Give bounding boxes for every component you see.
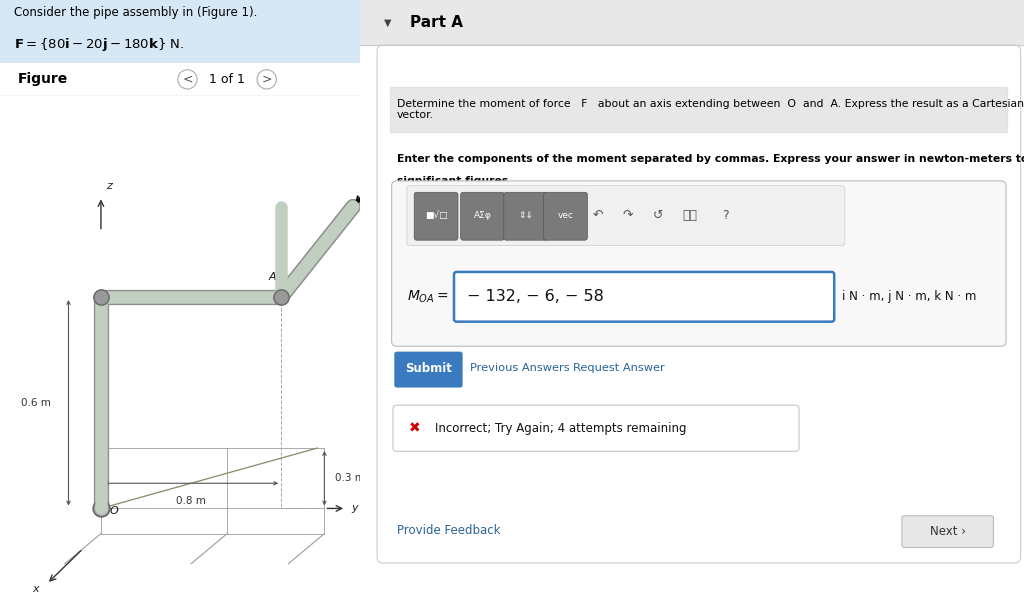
- FancyBboxPatch shape: [414, 192, 458, 240]
- FancyBboxPatch shape: [454, 272, 835, 322]
- Text: Previous Answers: Previous Answers: [470, 364, 569, 373]
- Text: 0.6 m: 0.6 m: [22, 398, 51, 408]
- Text: Figure: Figure: [18, 72, 69, 86]
- Text: 1 of 1: 1 of 1: [209, 73, 245, 86]
- Text: x: x: [33, 584, 39, 594]
- Text: O: O: [110, 506, 119, 516]
- FancyBboxPatch shape: [504, 192, 548, 240]
- Bar: [360, 0, 1024, 45]
- Text: Next ›: Next ›: [930, 525, 966, 538]
- Text: Part A: Part A: [411, 15, 463, 30]
- Text: Incorrect; Try Again; 4 attempts remaining: Incorrect; Try Again; 4 attempts remaini…: [435, 422, 687, 435]
- Text: ΑΣφ: ΑΣφ: [474, 211, 492, 220]
- Text: 0.8 m: 0.8 m: [176, 496, 206, 506]
- Text: Submit: Submit: [406, 362, 452, 375]
- FancyBboxPatch shape: [377, 45, 1021, 563]
- Text: z: z: [106, 181, 113, 192]
- Text: Consider the pipe assembly in (Figure 1).: Consider the pipe assembly in (Figure 1)…: [14, 6, 258, 19]
- Text: $\mathbf{F} = \{80\mathbf{i} - 20\mathbf{j} - 180\mathbf{k}\}$ N.: $\mathbf{F} = \{80\mathbf{i} - 20\mathbf…: [14, 35, 185, 53]
- Text: Determine the moment of force   F   about an axis extending between  O  and  A. : Determine the moment of force F about an…: [397, 99, 1024, 109]
- Text: ?: ?: [722, 209, 729, 222]
- Text: significant figures.: significant figures.: [397, 177, 512, 186]
- Text: y: y: [351, 503, 358, 513]
- Text: − 132, − 6, − 58: − 132, − 6, − 58: [467, 289, 603, 304]
- FancyBboxPatch shape: [902, 516, 993, 547]
- Text: >: >: [261, 73, 272, 86]
- Text: ↷: ↷: [623, 209, 633, 222]
- FancyBboxPatch shape: [394, 352, 463, 388]
- Text: ▼: ▼: [384, 17, 391, 28]
- Text: <: <: [182, 73, 193, 86]
- Text: Enter the components of the moment separated by commas. Express your answer in n: Enter the components of the moment separ…: [397, 154, 1024, 164]
- Text: vec: vec: [557, 211, 573, 220]
- Text: A: A: [268, 272, 275, 282]
- Text: vector.: vector.: [397, 110, 434, 120]
- Bar: [390, 87, 1008, 132]
- FancyBboxPatch shape: [544, 192, 588, 240]
- Text: 0.3 m: 0.3 m: [335, 473, 366, 483]
- Text: ↺: ↺: [652, 209, 663, 222]
- FancyBboxPatch shape: [407, 186, 845, 246]
- Text: $M_{OA}=$: $M_{OA}=$: [407, 288, 449, 305]
- Text: ⬛⬛: ⬛⬛: [682, 209, 697, 222]
- FancyBboxPatch shape: [461, 192, 505, 240]
- Text: Request Answer: Request Answer: [572, 364, 665, 373]
- Text: i N · m, j N · m, k N · m: i N · m, j N · m, k N · m: [842, 290, 976, 303]
- FancyBboxPatch shape: [391, 181, 1007, 346]
- Text: Provide Feedback: Provide Feedback: [397, 524, 501, 537]
- FancyBboxPatch shape: [393, 406, 799, 452]
- Text: ✖: ✖: [409, 421, 421, 435]
- Text: ⇕⇓: ⇕⇓: [518, 211, 534, 220]
- Text: ■√□: ■√□: [425, 211, 447, 220]
- Text: F: F: [389, 145, 398, 159]
- Text: ↶: ↶: [593, 209, 603, 222]
